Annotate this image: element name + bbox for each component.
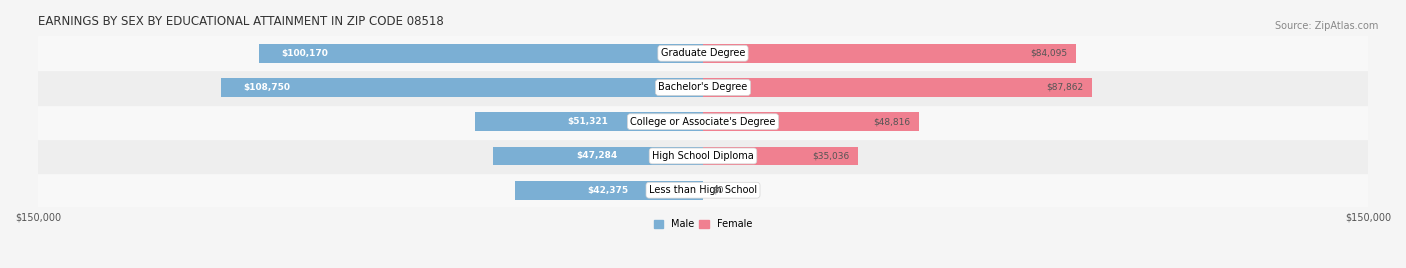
Bar: [38, 139, 1368, 173]
Bar: [494, 147, 703, 165]
Text: High School Diploma: High School Diploma: [652, 151, 754, 161]
Bar: [38, 70, 1368, 105]
Text: College or Associate's Degree: College or Associate's Degree: [630, 117, 776, 127]
Text: $108,750: $108,750: [243, 83, 290, 92]
Text: $51,321: $51,321: [567, 117, 607, 126]
Text: Source: ZipAtlas.com: Source: ZipAtlas.com: [1274, 21, 1378, 31]
Bar: [703, 78, 1092, 97]
Text: Graduate Degree: Graduate Degree: [661, 48, 745, 58]
Bar: [703, 112, 920, 131]
Text: $87,862: $87,862: [1046, 83, 1084, 92]
Text: EARNINGS BY SEX BY EDUCATIONAL ATTAINMENT IN ZIP CODE 08518: EARNINGS BY SEX BY EDUCATIONAL ATTAINMEN…: [38, 15, 444, 28]
Bar: [38, 105, 1368, 139]
Text: $100,170: $100,170: [281, 49, 328, 58]
Bar: [475, 112, 703, 131]
Text: $42,375: $42,375: [586, 186, 628, 195]
Text: $47,284: $47,284: [576, 151, 617, 161]
Text: $0: $0: [711, 186, 723, 195]
Text: $48,816: $48,816: [873, 117, 911, 126]
Bar: [38, 173, 1368, 207]
Bar: [515, 181, 703, 200]
Text: $35,036: $35,036: [813, 151, 849, 161]
Bar: [703, 147, 858, 165]
Bar: [221, 78, 703, 97]
Bar: [259, 44, 703, 63]
Text: Less than High School: Less than High School: [650, 185, 756, 195]
Legend: Male, Female: Male, Female: [650, 215, 756, 233]
Text: Bachelor's Degree: Bachelor's Degree: [658, 83, 748, 92]
Bar: [38, 36, 1368, 70]
Bar: [703, 44, 1076, 63]
Text: $84,095: $84,095: [1029, 49, 1067, 58]
